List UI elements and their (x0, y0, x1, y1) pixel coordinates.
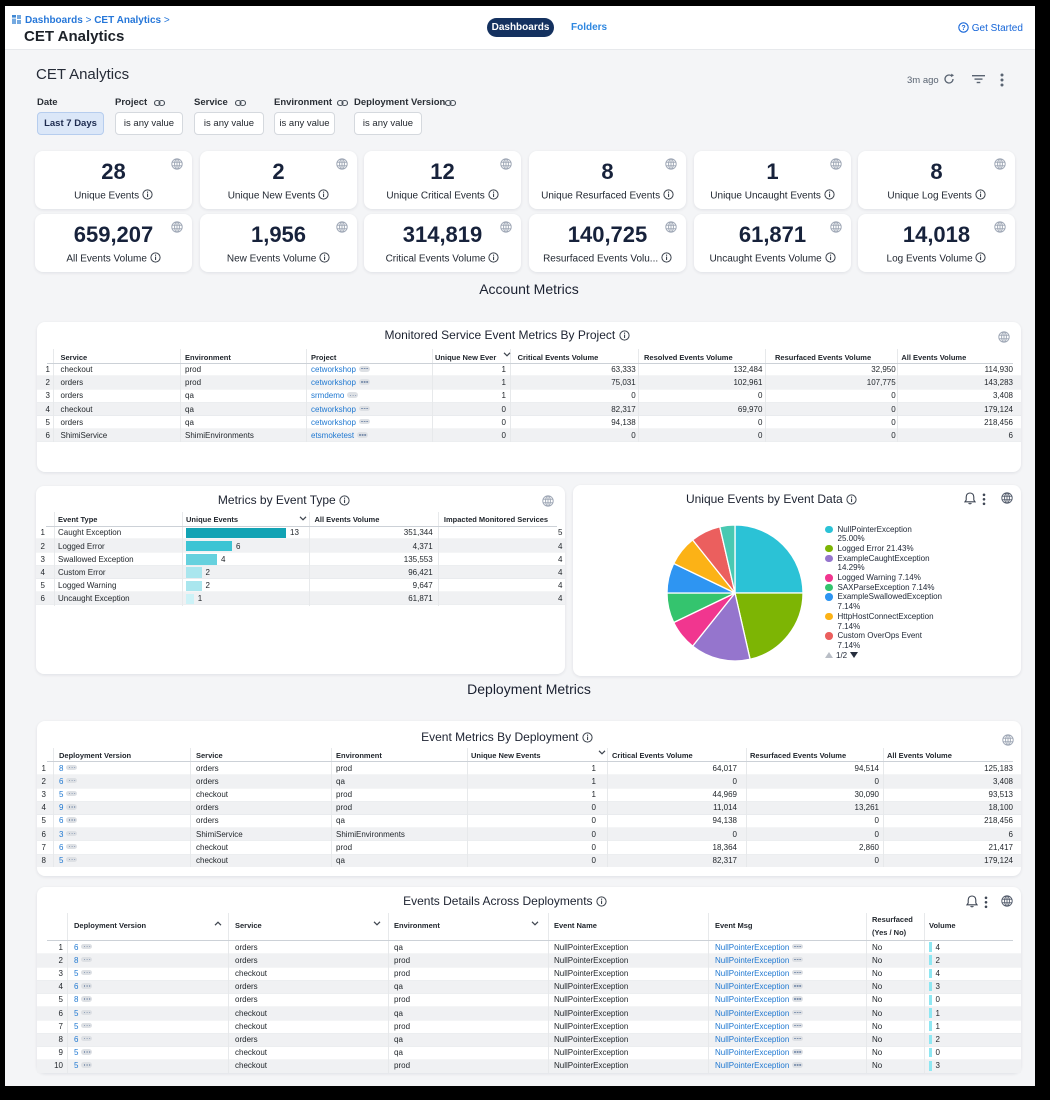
svg-text:?: ? (961, 25, 965, 32)
